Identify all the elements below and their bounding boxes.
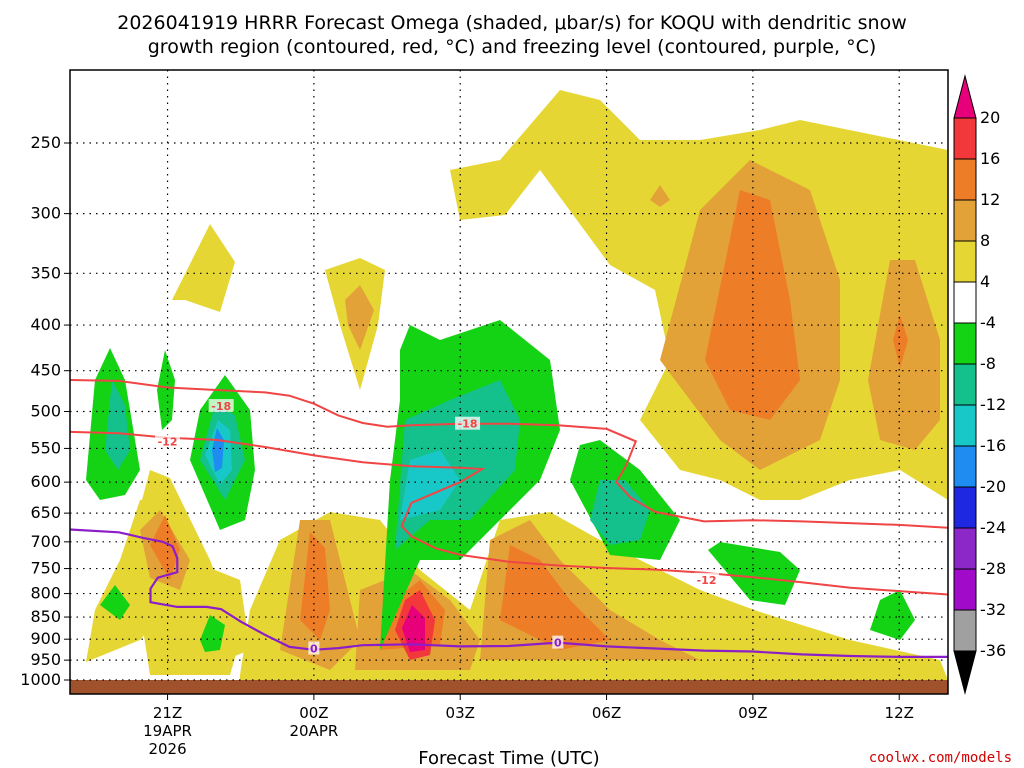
y-axis: 250 300 350 400 450 500 550 600 650 700 750 800 850 9… — [20, 133, 70, 689]
freezing-level-contour-0 — [70, 528, 948, 658]
colorbar-segment — [953, 281, 977, 324]
x-tick-date-label: 19APR — [143, 722, 192, 740]
colorbar-segment — [953, 363, 977, 406]
contour-label-bg — [155, 434, 181, 448]
colorbar-label: -32 — [980, 600, 1006, 619]
colorbar-segment — [953, 404, 977, 447]
colorbar-segment — [953, 117, 977, 160]
y-tick-label: 800 — [30, 584, 61, 603]
contour-label: -12 — [158, 435, 178, 448]
y-tick-label: 900 — [30, 629, 61, 648]
contour-label-bg — [694, 572, 720, 586]
y-tick-label: 550 — [30, 438, 61, 457]
colorbar-label: -12 — [980, 395, 1006, 414]
chart-title-line-1: 2026041919 HRRR Forecast Omega (shaded, … — [117, 12, 906, 34]
x-tick-label: 09Z — [738, 704, 767, 722]
x-tick-label: 12Z — [885, 704, 914, 722]
contour-label-bg — [552, 635, 564, 649]
colorbar-label: 20 — [980, 108, 1000, 127]
colorbar-segment — [953, 568, 977, 611]
contour-label: -12 — [697, 574, 717, 587]
colorbar-label: -16 — [980, 436, 1006, 455]
x-axis-label: Forecast Time (UTC) — [418, 748, 599, 768]
y-tick-label: 350 — [30, 263, 61, 282]
colorbar-label: 16 — [980, 149, 1000, 168]
colorbar-bottom-arrow — [953, 650, 977, 695]
plot-frame — [69, 69, 949, 695]
colorbar-segment — [953, 240, 977, 283]
colorbar-label: 4 — [980, 272, 990, 291]
colorbar-segment — [953, 158, 977, 201]
colorbar-segment — [953, 486, 977, 529]
colorbar-label: 12 — [980, 190, 1000, 209]
colorbar: 20 16 12 8 4 -4 -8 -12 -16 -20 -24 -28 -32 -36 — [953, 74, 1006, 695]
y-tick-label: 450 — [30, 361, 61, 380]
dgz-contour-minus-18 — [70, 379, 948, 529]
colorbar-segment — [953, 445, 977, 488]
omega-shading — [86, 90, 948, 680]
contour-lines: -18 -12 -18 -12 0 0 — [70, 379, 948, 658]
colorbar-segment — [953, 527, 977, 570]
colorbar-segment — [953, 199, 977, 242]
terrain-bar — [70, 680, 948, 694]
colorbar-top-arrow — [953, 74, 977, 119]
y-tick-label: 300 — [30, 204, 61, 223]
x-tick-label: 00Z — [299, 704, 328, 722]
y-tick-label: 850 — [30, 607, 61, 626]
x-tick-date-label: 20APR — [289, 722, 338, 740]
dotted-grid — [70, 70, 948, 681]
y-tick-label: 950 — [30, 650, 61, 669]
colorbar-label: -28 — [980, 559, 1006, 578]
y-tick-label: 1000 — [20, 670, 61, 689]
contour-label: -18 — [211, 400, 231, 413]
contour-label-bg — [455, 416, 481, 430]
y-tick-label: 600 — [30, 472, 61, 491]
y-tick-label: 400 — [30, 315, 61, 334]
credit-text: coolwx.com/models — [869, 750, 1012, 766]
x-tick-year-label: 2026 — [148, 740, 186, 758]
y-tick-label: 650 — [30, 503, 61, 522]
colorbar-label: -24 — [980, 518, 1006, 537]
colorbar-segment — [953, 322, 977, 365]
colorbar-segment — [953, 609, 977, 652]
colorbar-label: -8 — [980, 354, 996, 373]
x-tick-label: 06Z — [592, 704, 621, 722]
contour-label: 0 — [554, 637, 562, 650]
x-tick-label: 21Z — [153, 704, 182, 722]
chart-title-line-2: growth region (contoured, red, °C) and f… — [148, 36, 877, 58]
colorbar-label: 8 — [980, 231, 990, 250]
y-tick-label: 250 — [30, 133, 61, 152]
y-tick-label: 500 — [30, 402, 61, 421]
dgz-contour-minus-12 — [70, 430, 948, 596]
colorbar-label: -4 — [980, 313, 996, 332]
y-tick-label: 700 — [30, 532, 61, 551]
omega-over-20-region — [402, 605, 425, 652]
contour-label-bg — [308, 641, 320, 655]
colorbar-label: -36 — [980, 641, 1006, 660]
contour-label: -18 — [458, 418, 478, 431]
colorbar-label: -20 — [980, 477, 1006, 496]
x-tick-label: 03Z — [446, 704, 475, 722]
contour-label: 0 — [310, 643, 318, 656]
contour-label-bg — [208, 399, 234, 413]
y-tick-label: 750 — [30, 559, 61, 578]
